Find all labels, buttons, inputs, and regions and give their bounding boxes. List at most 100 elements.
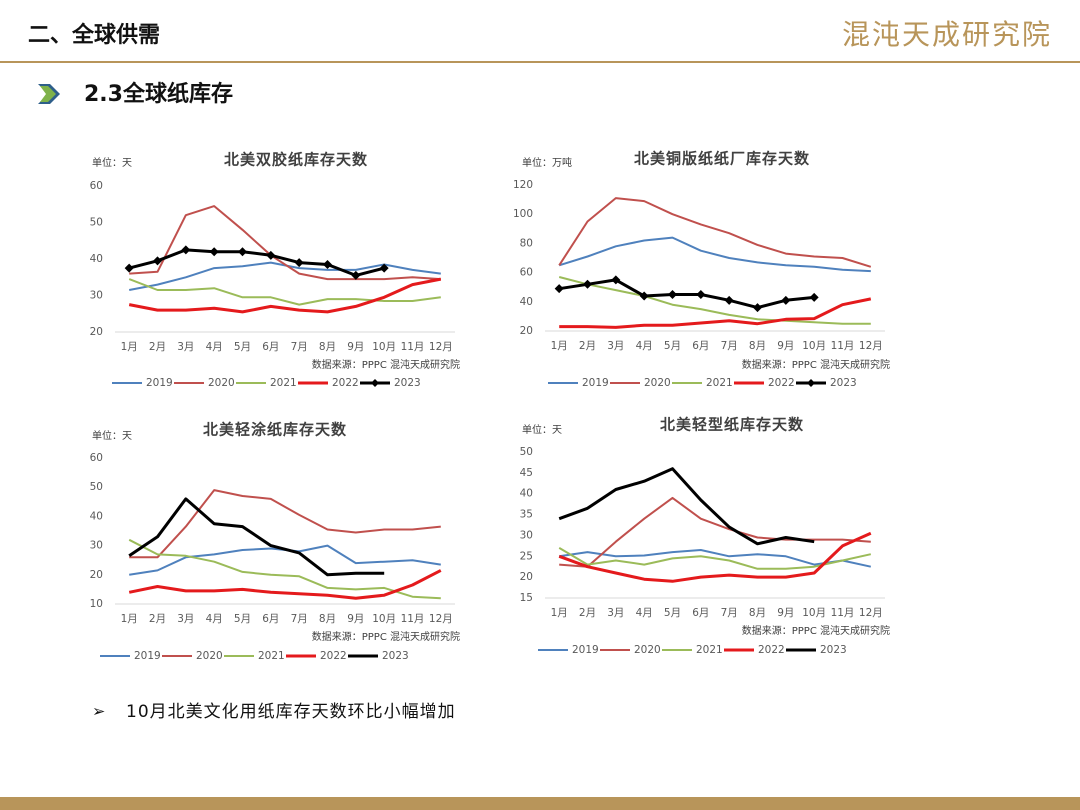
legend-label: 2022 — [758, 644, 785, 656]
y-tick-label: 40 — [90, 510, 103, 522]
legend-label: 2023 — [382, 650, 409, 662]
x-tick-label: 2月 — [579, 607, 596, 619]
legend-label: 2021 — [696, 644, 723, 656]
x-tick-label: 3月 — [177, 613, 194, 625]
legend-label: 2023 — [820, 644, 847, 656]
y-tick-label: 60 — [520, 267, 533, 279]
point-marker — [583, 279, 592, 289]
x-tick-label: 10月 — [802, 340, 826, 352]
x-tick-label: 10月 — [802, 607, 826, 619]
chart-title: 北美轻涂纸库存天数 — [203, 421, 347, 439]
y-tick-label: 45 — [520, 467, 533, 479]
x-tick-label: 2月 — [579, 340, 596, 352]
series-line — [558, 236, 871, 273]
x-tick-label: 10月 — [372, 613, 396, 625]
y-tick-label: 30 — [90, 290, 103, 302]
point-marker — [153, 256, 162, 266]
point-marker — [294, 258, 304, 268]
x-tick-label: 6月 — [262, 613, 279, 625]
point-marker — [379, 263, 389, 273]
x-tick-label: 11月 — [831, 340, 855, 352]
legend-marker — [807, 379, 815, 387]
y-tick-label: 50 — [90, 481, 103, 493]
legend-marker — [371, 379, 379, 387]
point-marker — [781, 295, 791, 305]
x-tick-label: 10月 — [372, 341, 396, 353]
legend-label: 2021 — [706, 377, 733, 389]
series-line — [128, 569, 442, 600]
y-tick-label: 35 — [520, 509, 533, 521]
x-tick-label: 1月 — [121, 341, 138, 353]
chart-title: 北美铜版纸纸厂库存天数 — [634, 150, 810, 168]
legend-label: 2022 — [320, 650, 347, 662]
series-line — [558, 531, 872, 583]
point-marker — [351, 270, 361, 280]
series-line — [559, 297, 872, 329]
x-tick-label: 6月 — [262, 341, 279, 353]
legend-label: 2022 — [768, 377, 795, 389]
x-tick-label: 11月 — [831, 607, 855, 619]
x-tick-label: 9月 — [777, 340, 794, 352]
source-note: 数据来源：PPPC 混沌天成研究院 — [312, 358, 460, 371]
x-tick-label: 12月 — [429, 613, 453, 625]
x-tick-label: 5月 — [234, 341, 251, 353]
series-line — [129, 205, 441, 281]
legend-label: 2020 — [196, 650, 223, 662]
legend-label: 2019 — [134, 650, 161, 662]
point-marker — [696, 290, 706, 299]
series-line — [128, 248, 385, 277]
point-marker — [323, 259, 332, 269]
y-tick-label: 30 — [520, 529, 533, 541]
y-tick-label: 25 — [520, 550, 533, 562]
unit-label: 单位：天 — [92, 156, 132, 169]
unit-label: 单位：天 — [522, 423, 562, 436]
series-line — [129, 489, 441, 559]
legend-label: 2023 — [394, 377, 421, 389]
x-tick-label: 12月 — [859, 607, 883, 619]
chart-title: 北美轻型纸库存天数 — [660, 416, 804, 434]
bullet-text: 10月北美文化用纸库存天数环比小幅增加 — [126, 702, 456, 722]
point-marker — [668, 290, 677, 299]
point-marker — [554, 284, 564, 294]
x-tick-label: 1月 — [121, 613, 138, 625]
x-tick-label: 8月 — [319, 613, 336, 625]
series-line — [558, 467, 815, 546]
y-tick-label: 10 — [90, 598, 103, 610]
x-tick-label: 12月 — [859, 340, 883, 352]
bullet-arrow: ➢ — [92, 702, 105, 721]
y-tick-label: 20 — [520, 325, 533, 337]
x-tick-label: 5月 — [664, 607, 681, 619]
legend-label: 2019 — [146, 377, 173, 389]
series-line — [128, 497, 385, 577]
x-tick-label: 9月 — [347, 613, 364, 625]
legend-label: 2019 — [572, 644, 599, 656]
x-tick-label: 7月 — [721, 607, 738, 619]
x-tick-label: 8月 — [749, 340, 766, 352]
x-tick-label: 3月 — [607, 340, 624, 352]
unit-label: 单位：万吨 — [522, 156, 572, 169]
y-tick-label: 40 — [520, 296, 533, 308]
y-tick-label: 50 — [520, 446, 533, 458]
point-marker — [238, 247, 247, 257]
series-line — [558, 276, 871, 325]
x-tick-label: 7月 — [721, 340, 738, 352]
point-marker — [181, 245, 191, 255]
unit-label: 单位：天 — [92, 429, 132, 442]
header-title: 二、全球供需 — [28, 22, 160, 48]
y-tick-label: 60 — [90, 452, 103, 464]
x-tick-label: 8月 — [319, 341, 336, 353]
legend-label: 2021 — [258, 650, 285, 662]
x-tick-label: 7月 — [291, 341, 308, 353]
x-tick-label: 3月 — [607, 607, 624, 619]
point-marker — [266, 250, 276, 260]
source-note: 数据来源：PPPC 混沌天成研究院 — [312, 630, 460, 643]
x-tick-label: 7月 — [291, 613, 308, 625]
series-line — [559, 496, 871, 568]
y-tick-label: 30 — [90, 540, 103, 552]
y-tick-label: 50 — [90, 217, 103, 229]
x-tick-label: 11月 — [401, 613, 425, 625]
y-tick-label: 80 — [520, 237, 533, 249]
chevron-icon-inner — [40, 86, 56, 102]
y-tick-label: 120 — [513, 179, 533, 191]
